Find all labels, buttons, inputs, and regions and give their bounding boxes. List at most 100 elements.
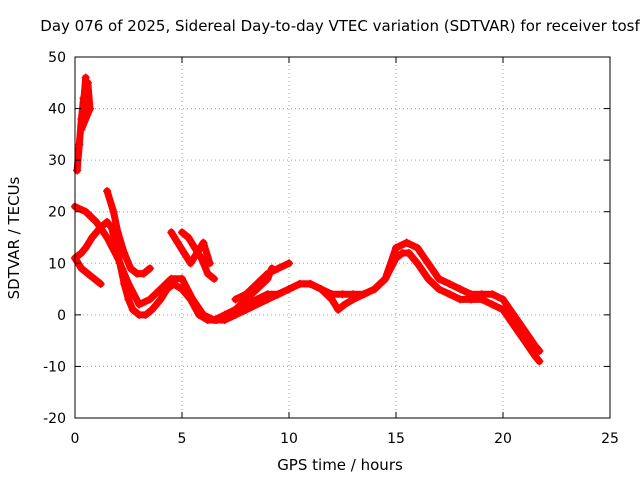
series-track-e <box>103 187 154 278</box>
data-point <box>306 279 315 288</box>
data-point <box>531 341 540 350</box>
data-point <box>103 233 112 242</box>
data-point <box>338 290 347 299</box>
data-point <box>120 248 129 257</box>
series-line <box>232 259 293 303</box>
data-point <box>413 259 422 268</box>
ticks: 0 5 10 15 20 25 -20 -10 0 10 20 30 40 50 <box>43 50 619 447</box>
x-tick-label: 10 <box>280 431 298 447</box>
data-point <box>79 99 88 108</box>
data-point <box>81 73 90 82</box>
data-point <box>128 305 137 314</box>
data-point <box>167 228 176 237</box>
y-tick-label: 0 <box>57 308 66 324</box>
series-track-f <box>167 228 214 268</box>
series-line <box>73 74 94 174</box>
data-point <box>96 279 105 288</box>
series-track-b <box>71 202 544 355</box>
plot-frame <box>74 56 611 419</box>
series-line <box>71 203 543 355</box>
data-point <box>184 233 193 242</box>
data-point <box>274 290 283 299</box>
data-point <box>210 274 219 283</box>
data-point <box>77 248 86 257</box>
data-point <box>252 285 261 294</box>
data-point <box>139 269 148 278</box>
data-point <box>83 269 92 278</box>
y-tick-label: 30 <box>48 153 66 169</box>
data-point <box>520 326 529 335</box>
data-point <box>81 207 90 216</box>
data-point <box>488 290 497 299</box>
data-point <box>381 274 390 283</box>
chart-title: Day 076 of 2025, Sidereal Day-to-day VTE… <box>40 17 640 35</box>
y-tick-label: 20 <box>48 205 66 221</box>
data-point <box>156 295 165 304</box>
data-point <box>83 78 92 87</box>
data-point <box>413 243 422 252</box>
data-point <box>434 274 443 283</box>
data-point <box>88 233 97 242</box>
x-axis-title: GPS time / hours <box>277 456 403 474</box>
data-point <box>173 238 182 247</box>
data-point <box>349 290 358 299</box>
y-tick-label: -20 <box>43 411 66 427</box>
data-point <box>199 238 208 247</box>
data-point <box>252 295 261 304</box>
y-tick-label: 10 <box>48 256 66 272</box>
data-point <box>113 254 122 263</box>
data-point <box>92 228 101 237</box>
x-tick-label: 0 <box>71 431 80 447</box>
data-point <box>327 290 336 299</box>
data-point <box>466 290 475 299</box>
series-track-c <box>73 73 94 175</box>
data-points <box>71 73 544 366</box>
data-point <box>370 285 379 294</box>
data-point <box>509 321 518 330</box>
data-point <box>456 285 465 294</box>
series-line <box>178 228 218 283</box>
data-point <box>499 295 507 304</box>
data-point <box>499 305 507 314</box>
data-point <box>81 243 90 252</box>
data-point <box>92 218 101 227</box>
data-point <box>124 295 133 304</box>
data-point <box>535 357 544 366</box>
data-point <box>90 274 99 283</box>
series-track-g <box>178 228 219 283</box>
data-point <box>113 228 122 237</box>
data-point <box>242 295 251 304</box>
data-point <box>141 310 150 319</box>
data-point <box>424 259 433 268</box>
data-point <box>404 248 413 257</box>
data-point <box>263 274 272 283</box>
data-point <box>295 279 304 288</box>
series-track-i <box>220 264 276 319</box>
data-point <box>263 290 272 299</box>
data-point <box>456 295 465 304</box>
data-point <box>109 207 118 216</box>
data-point <box>531 352 540 361</box>
data-point <box>126 264 135 273</box>
x-tick-label: 20 <box>494 431 512 447</box>
data-point <box>145 264 154 273</box>
data-point <box>77 264 86 273</box>
data-point <box>520 336 529 345</box>
y-tick-label: 40 <box>48 102 66 118</box>
data-point <box>317 285 326 294</box>
data-point <box>424 274 433 283</box>
data-point <box>231 305 240 314</box>
data-point <box>186 259 195 268</box>
data-point <box>85 104 94 113</box>
x-tick-label: 25 <box>601 431 619 447</box>
data-point <box>73 166 82 175</box>
data-point <box>103 187 112 196</box>
data-point <box>477 290 486 299</box>
data-point <box>267 264 276 273</box>
data-point <box>190 243 199 252</box>
data-point <box>81 83 90 92</box>
data-point <box>103 218 112 227</box>
data-point <box>285 285 293 294</box>
data-point <box>445 279 454 288</box>
